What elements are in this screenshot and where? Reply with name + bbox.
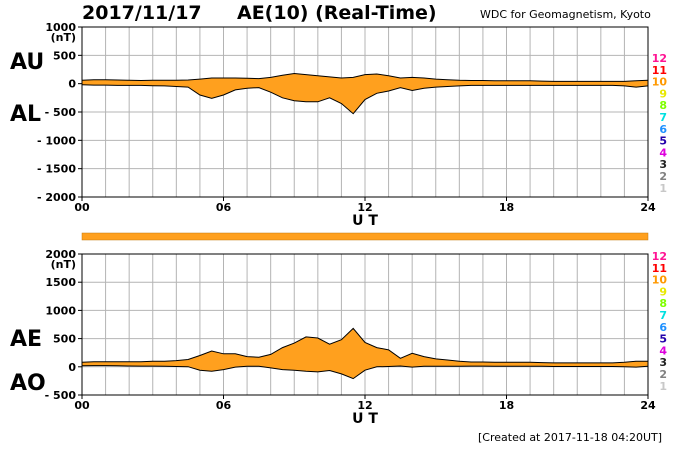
created-timestamp: [Created at 2017-11-18 04:20UT]	[478, 431, 663, 444]
y-tick-label: 500	[53, 49, 76, 62]
station-count-label: 4	[659, 146, 667, 159]
y-axis-unit: (nT)	[51, 258, 76, 271]
chart-title: AE(10) (Real-Time)	[237, 2, 437, 24]
y-tick-label: 0	[68, 361, 76, 374]
y-tick-label: 1000	[45, 21, 76, 34]
x-tick-label: 06	[216, 201, 232, 214]
station-count-label: 11	[652, 64, 667, 77]
date-label: 2017/11/17	[82, 2, 202, 24]
station-count-label: 1	[659, 182, 667, 195]
station-count-label: 12	[652, 52, 667, 65]
x-axis-title: U T	[352, 213, 378, 229]
x-tick-label: 18	[499, 399, 514, 412]
y-tick-label: 2000	[45, 248, 76, 261]
y-tick-label: 1500	[45, 276, 76, 289]
x-tick-label: 12	[357, 201, 372, 214]
station-count-label: 3	[659, 158, 667, 171]
station-count-label: 3	[659, 356, 667, 369]
station-count-label: 10	[652, 274, 668, 287]
series-line-al	[81, 84, 649, 115]
x-tick-label: 18	[499, 201, 514, 214]
station-count-label: 10	[652, 76, 668, 89]
organisation-label: WDC for Geomagnetism, Kyoto	[480, 8, 651, 21]
station-count-label: 7	[659, 309, 667, 322]
x-axis-title: U T	[352, 411, 378, 427]
au-series-label: AU	[10, 50, 45, 75]
series-area-fill	[82, 73, 648, 114]
y-tick-label: - 2000	[37, 191, 76, 204]
al-series-label: AL	[10, 102, 42, 127]
station-count-label: 1	[659, 380, 667, 393]
ae-series-label: AE	[10, 327, 43, 352]
ao-series-label: AO	[10, 371, 46, 396]
y-tick-label: 500	[53, 333, 76, 346]
x-tick-label: 06	[216, 399, 232, 412]
data-availability-bar	[81, 232, 649, 241]
series-line-ao	[81, 365, 649, 380]
y-tick-label: 1000	[45, 304, 76, 317]
station-count-label: 2	[659, 368, 667, 381]
station-count-label: 7	[659, 111, 667, 124]
station-count-label: 4	[659, 344, 667, 357]
x-tick-label: 00	[74, 399, 90, 412]
station-count-label: 9	[659, 87, 667, 100]
station-count-label: 9	[659, 285, 667, 298]
series-line-au	[81, 72, 649, 82]
station-count-label: 6	[659, 123, 667, 136]
y-tick-label: 0	[68, 78, 76, 91]
x-tick-label: 24	[640, 399, 656, 412]
y-tick-label: - 1000	[37, 134, 76, 147]
y-axis-unit: (nT)	[51, 31, 76, 44]
x-tick-label: 12	[357, 399, 372, 412]
station-count-label: 8	[659, 297, 667, 310]
station-count-label: 6	[659, 321, 667, 334]
y-tick-label: - 500	[45, 389, 77, 402]
station-count-label: 5	[659, 333, 667, 346]
y-tick-label: - 500	[45, 106, 77, 119]
series-line-ae	[81, 327, 648, 364]
station-count-label: 5	[659, 135, 667, 148]
station-count-label: 2	[659, 170, 667, 183]
station-count-label: 8	[659, 99, 667, 112]
station-count-label: 12	[652, 250, 667, 263]
station-count-label: 11	[652, 262, 667, 275]
x-tick-label: 24	[640, 201, 656, 214]
x-tick-label: 00	[74, 201, 90, 214]
y-tick-label: - 1500	[37, 163, 76, 176]
